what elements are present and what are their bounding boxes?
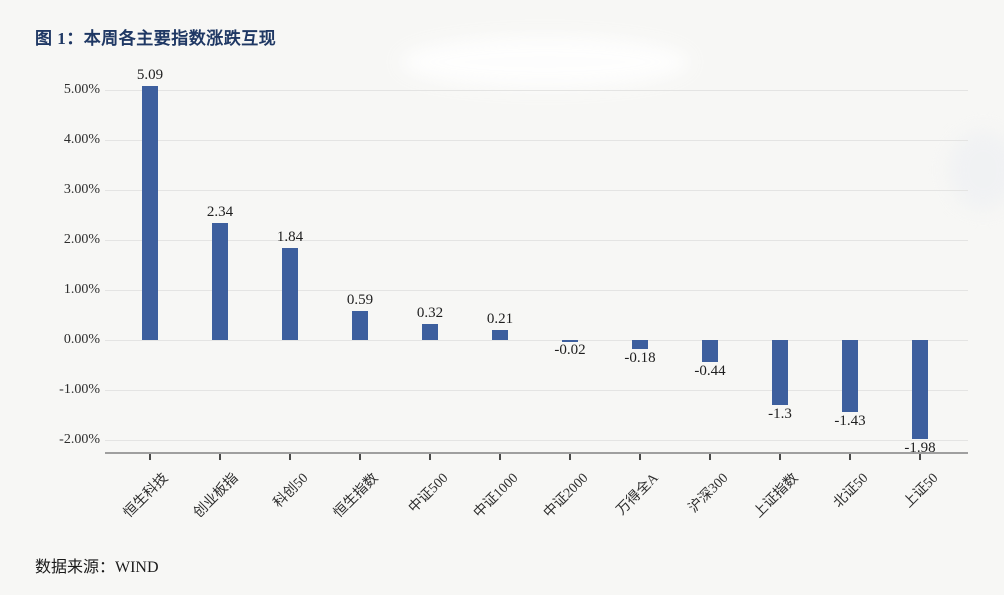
bar-value-label: 0.59	[346, 291, 374, 308]
chart-bar	[282, 248, 298, 340]
chart-bar	[772, 340, 788, 405]
bar-value-label: 0.32	[416, 305, 444, 321]
bar-value-label: -1.98	[904, 440, 936, 456]
x-tick-label: 创业板指	[191, 470, 242, 522]
chart-bar	[562, 340, 578, 342]
x-axis-line	[105, 452, 968, 454]
bar-value-label: -1.43	[834, 412, 866, 429]
y-tick-label: 2.00%	[63, 232, 100, 247]
x-tick-label: 上证50	[901, 470, 942, 512]
gridline	[105, 440, 968, 441]
gridline	[105, 340, 968, 341]
gridline	[105, 90, 968, 91]
chart-bar	[352, 310, 368, 340]
gridline	[105, 290, 968, 291]
y-tick-label: 3.00%	[63, 182, 100, 197]
bar-value-label: 2.34	[206, 204, 234, 220]
x-tick-label: 北证50	[831, 470, 872, 512]
x-tick-mark	[429, 454, 431, 460]
y-tick-label: 0.00%	[63, 332, 100, 347]
x-tick-mark	[149, 454, 151, 460]
x-tick-mark	[709, 454, 711, 460]
x-tick-label: 万得全A	[613, 470, 662, 519]
x-tick-mark	[639, 454, 641, 460]
data-source-note: 数据来源：WIND	[35, 559, 159, 576]
chart-bar	[702, 340, 718, 362]
bar-value-label: -1.3	[768, 406, 792, 422]
gridline	[105, 390, 968, 391]
x-tick-label: 恒生科技	[121, 470, 172, 522]
x-tick-mark	[849, 454, 851, 460]
x-tick-mark	[499, 454, 501, 460]
x-tick-label: 沪深300	[686, 470, 732, 517]
x-tick-label: 恒生指数	[331, 470, 382, 522]
bar-value-label: -0.18	[624, 350, 656, 366]
gridline	[105, 140, 968, 141]
gridline	[105, 240, 968, 241]
y-tick-label: 1.00%	[63, 282, 100, 297]
x-tick-mark	[919, 454, 921, 460]
x-tick-label: 中证1000	[471, 470, 522, 522]
bar-value-label: -0.44	[694, 363, 726, 379]
bar-value-label: 1.84	[276, 229, 304, 245]
chart-bar	[422, 324, 438, 340]
chart-bar	[912, 340, 928, 439]
chart-bar	[492, 329, 508, 340]
y-tick-label: -2.00%	[59, 432, 100, 447]
y-tick-label: -1.00%	[59, 382, 100, 397]
chart-bar	[842, 340, 858, 412]
x-tick-mark	[779, 454, 781, 460]
y-tick-label: 4.00%	[63, 132, 100, 147]
x-tick-label: 科创50	[271, 470, 312, 512]
gridline	[105, 190, 968, 191]
figure-title: 图 1：本周各主要指数涨跌互现	[35, 29, 277, 48]
chart-bar	[632, 340, 648, 349]
bar-value-label: 5.09	[136, 66, 164, 83]
x-tick-label: 上证指数	[751, 470, 802, 522]
x-tick-mark	[219, 454, 221, 460]
x-tick-mark	[359, 454, 361, 460]
bar-value-label: -0.02	[554, 342, 586, 358]
x-tick-label: 中证500	[406, 470, 452, 517]
x-tick-mark	[569, 454, 571, 460]
y-tick-label: 5.00%	[63, 82, 100, 97]
x-tick-mark	[289, 454, 291, 460]
chart-bar	[212, 223, 228, 340]
x-tick-label: 中证2000	[541, 470, 592, 522]
bar-value-label: 0.21	[486, 310, 514, 327]
chart-bar	[142, 85, 158, 340]
